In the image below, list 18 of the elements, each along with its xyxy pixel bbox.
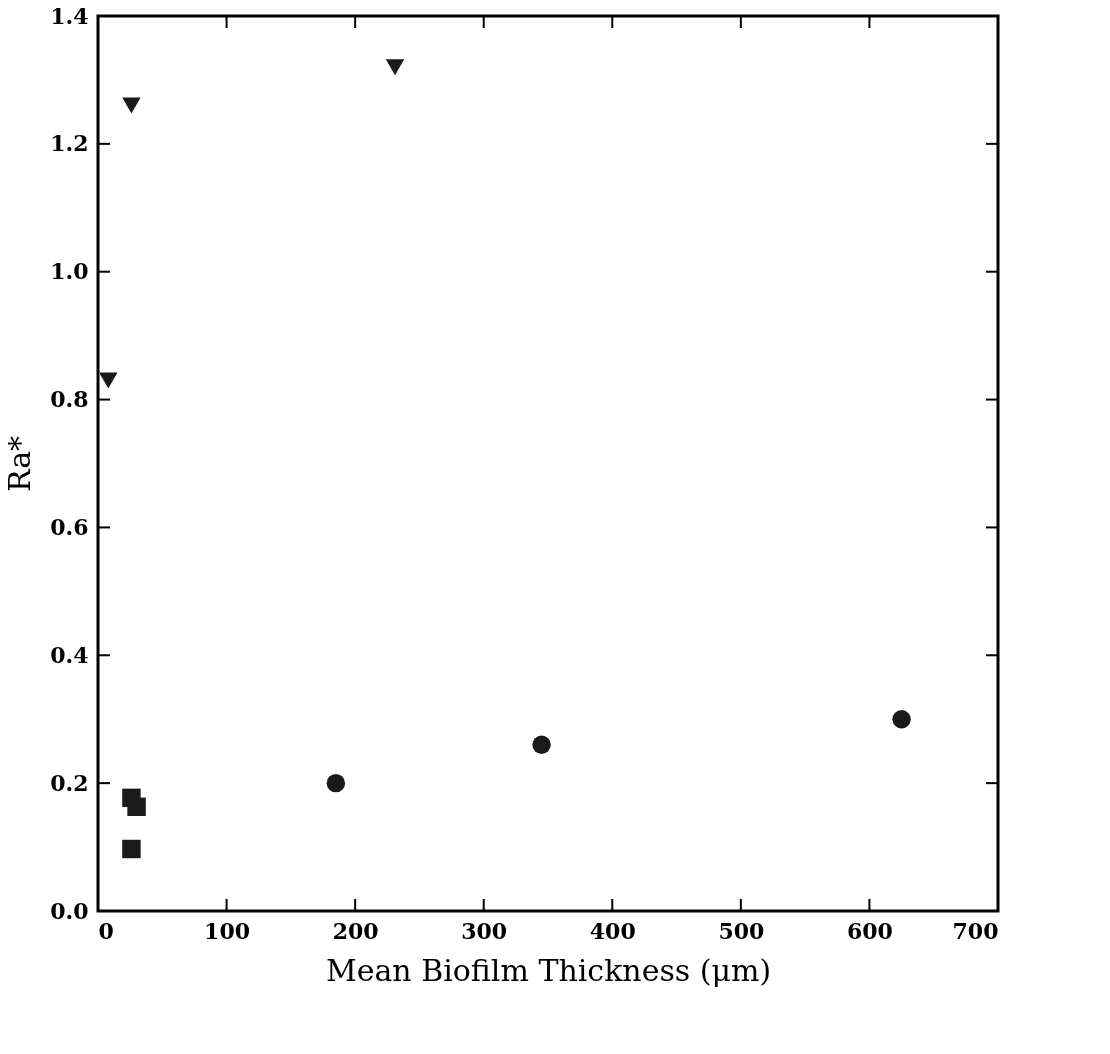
x-tick-label: 400 [589, 917, 636, 944]
x-tick-label: 100 [204, 917, 251, 944]
y-tick-label: 1.0 [50, 258, 89, 285]
y-tick-label: 1.2 [50, 130, 89, 157]
x-tick-label: 200 [332, 917, 379, 944]
x-tick-label: 500 [718, 917, 765, 944]
x-tick-label: 300 [461, 917, 508, 944]
x-tick-label: 0 [98, 917, 114, 944]
y-tick-label: 0.8 [50, 386, 89, 413]
y-tick-label: 0.4 [50, 641, 89, 668]
y-tick-label: 0.0 [50, 897, 89, 924]
y-tick-label: 0.2 [50, 769, 89, 796]
x-tick-label: 700 [952, 917, 999, 944]
y-tick-label: 1.4 [50, 2, 89, 29]
x-tick-label: 600 [846, 917, 893, 944]
x-axis-title: Mean Biofilm Thickness (μm) [325, 952, 772, 988]
y-tick-label: 0.6 [50, 513, 89, 540]
y-axis-title: Ra* [2, 435, 38, 493]
